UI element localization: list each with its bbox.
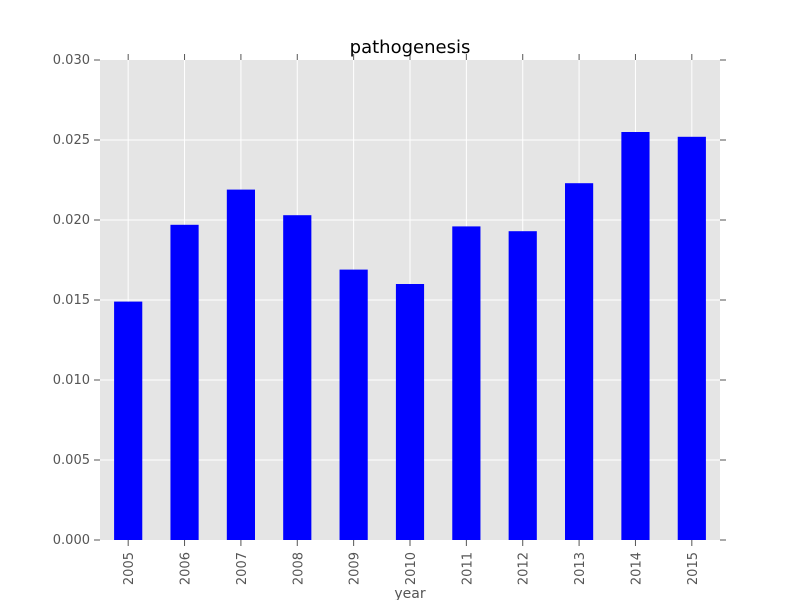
y-tick-label: 0.005 xyxy=(53,453,90,468)
bar-2012 xyxy=(508,231,537,540)
y-tick-label: 0.030 xyxy=(53,53,90,68)
x-tick-label: 2005 xyxy=(122,552,137,585)
x-tick-label: 2010 xyxy=(404,552,419,585)
x-tick-label: 2014 xyxy=(629,552,644,585)
y-tick-label: 0.020 xyxy=(53,213,90,228)
bar-2009 xyxy=(339,269,368,540)
chart-title: pathogenesis xyxy=(350,37,471,58)
x-tick-label: 2009 xyxy=(348,552,363,585)
x-tick-label: 2013 xyxy=(573,552,588,585)
bar-2005 xyxy=(114,301,143,540)
y-tick-label: 0.000 xyxy=(53,533,90,548)
bars xyxy=(114,132,706,541)
x-tick-label: 2008 xyxy=(291,552,306,585)
x-tick-label: 2011 xyxy=(460,552,475,585)
bar-2006 xyxy=(170,224,199,541)
x-tick-label: 2006 xyxy=(179,552,194,585)
bar-2010 xyxy=(395,284,425,540)
y-tick-label: 0.015 xyxy=(53,293,90,308)
bar-2011 xyxy=(452,226,481,540)
y-tick-label: 0.025 xyxy=(53,133,90,148)
bar-2007 xyxy=(226,189,255,540)
x-axis-label: year xyxy=(394,586,425,600)
y-tick-label: 0.010 xyxy=(53,373,90,388)
x-tick-label: 2015 xyxy=(686,552,701,585)
bar-2013 xyxy=(565,183,594,540)
bar-2008 xyxy=(283,215,312,540)
x-tick-label: 2012 xyxy=(517,552,532,585)
bar-2015 xyxy=(677,136,706,541)
ticks: 0.000 0.005 0.010 0.015 0.020 0.025 0.030 2005 2… xyxy=(53,53,726,585)
bar-2014 xyxy=(621,132,650,540)
x-tick-label: 2007 xyxy=(235,552,250,585)
